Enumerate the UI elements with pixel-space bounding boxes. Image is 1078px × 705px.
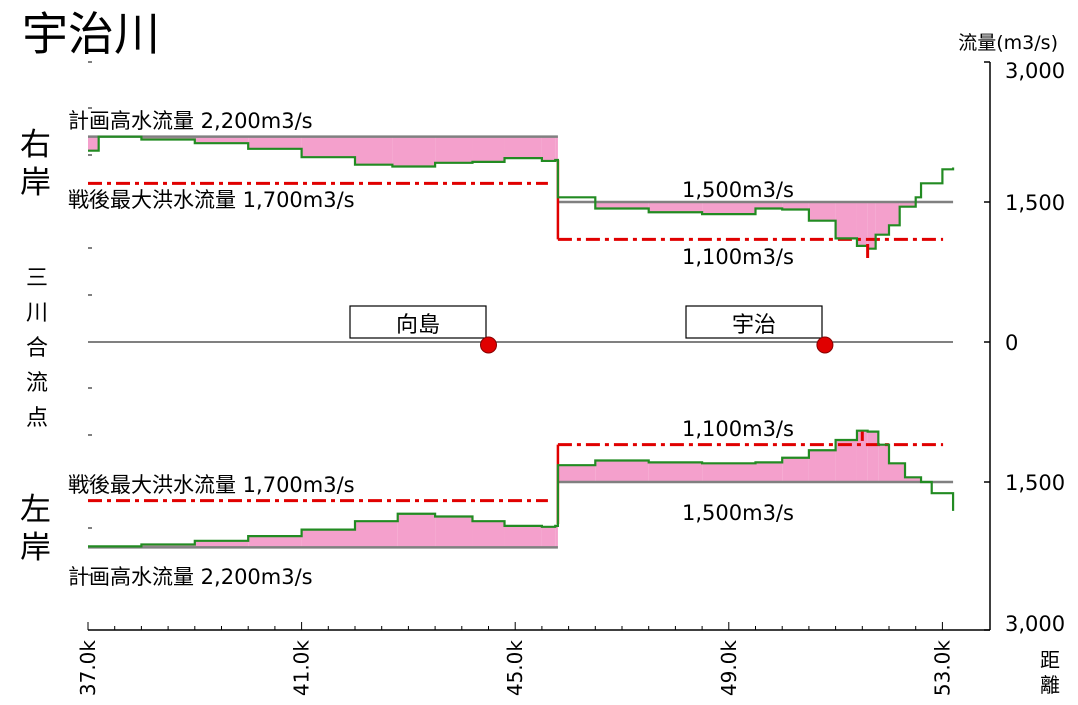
x-tick-label-0: 37.0k — [76, 640, 100, 697]
right-bank-deficit-7 — [392, 136, 436, 167]
station-label-0: 向島 — [396, 313, 440, 338]
right-max-label: 戦後最大洪水流量 1,700m3/s — [68, 188, 355, 212]
left-bank-deficit-1 — [141, 544, 195, 548]
right-plan-upper-label: 1,500m3/s — [682, 178, 794, 202]
left-bank-deficit-7 — [435, 516, 473, 548]
right-bank-deficit-6 — [355, 136, 393, 165]
right-bank-deficit-11 — [541, 136, 556, 161]
chart-title: 宇治川 — [22, 7, 160, 61]
confluence-char-4: 点 — [26, 406, 48, 431]
station-label-1: 宇治 — [732, 313, 776, 338]
left-bank-deficit-16 — [755, 462, 783, 482]
left-bank-deficit-8 — [472, 521, 505, 548]
left-bank-deficit-3 — [248, 536, 302, 548]
right-y-tick-label-0: 3,000 — [1005, 59, 1065, 83]
left-bank-deficit-4 — [301, 529, 355, 548]
right-bank-deficit-20 — [835, 202, 857, 239]
left-bank-label-2: 岸 — [20, 530, 51, 566]
confluence-char-1: 川 — [26, 301, 48, 326]
right-bank-deficit-10 — [504, 136, 542, 159]
x-axis-label-2: 離 — [1040, 673, 1060, 697]
left-plan-upper-label: 1,500m3/s — [682, 501, 794, 525]
right-bank-deficit-22 — [867, 202, 876, 249]
left-bank-deficit-20 — [856, 430, 868, 482]
right-bank-deficit-21 — [856, 202, 868, 246]
right-max-upper-label: 1,100m3/s — [682, 245, 794, 269]
left-bank-deficit-2 — [194, 540, 249, 548]
right-y-tick-label-1: 1,500 — [1005, 191, 1065, 215]
right-y-tick-label-4: 3,000 — [1005, 612, 1065, 636]
left-max-upper-label: 1,100m3/s — [682, 417, 794, 441]
left-max-label: 戦後最大洪水流量 1,700m3/s — [68, 473, 355, 497]
right-bank-deficit-25 — [899, 202, 916, 207]
x-tick-label-4: 53.0k — [930, 640, 954, 697]
left-bank-deficit-5 — [355, 521, 398, 548]
right-bank-deficit-8 — [435, 136, 473, 163]
right-bank-deficit-19 — [808, 202, 836, 221]
right-bank-label-1: 右 — [20, 127, 51, 163]
left-bank-deficit-19 — [835, 440, 857, 482]
right-bank-capacity-line — [88, 135, 955, 250]
left-bank-deficit-11 — [555, 525, 558, 548]
left-bank-deficit-13 — [595, 460, 649, 482]
left-bank-deficit-24 — [905, 477, 922, 482]
left-bank-deficit-21 — [867, 431, 879, 482]
left-bank-deficit-15 — [702, 463, 756, 482]
x-tick-label-1: 41.0k — [290, 640, 314, 697]
right-bank-deficit-24 — [889, 202, 900, 226]
station-marker-0 — [480, 336, 497, 354]
left-bank-deficit-6 — [397, 513, 436, 548]
confluence-char-0: 三 — [26, 266, 48, 291]
confluence-char-2: 合 — [26, 336, 48, 361]
left-bank-deficit-9 — [504, 525, 542, 548]
left-bank-deficit-12 — [557, 465, 596, 482]
x-axis-label-1: 距 — [1040, 648, 1060, 672]
right-bank-deficit-2 — [141, 136, 195, 140]
x-tick-label-3: 49.0k — [717, 640, 741, 697]
right-bank-deficit-18 — [782, 202, 809, 210]
left-bank-capacity-line — [88, 429, 955, 548]
right-bank-deficit-14 — [595, 202, 649, 209]
station-box-0 — [349, 305, 487, 339]
left-bank-deficit-22 — [878, 444, 889, 482]
station-marker-1 — [816, 336, 834, 354]
right-bank-deficit-16 — [702, 202, 756, 215]
right-bank-deficit-3 — [194, 136, 249, 144]
right-y-tick-label-3: 1,500 — [1005, 471, 1065, 495]
right-bank-deficit-17 — [755, 202, 783, 209]
left-bank-label-1: 左 — [20, 492, 51, 528]
right-y-tick-label-2: 0 — [1005, 331, 1018, 355]
right-bank-deficit-4 — [248, 136, 302, 149]
left-bank-deficit-10 — [541, 526, 556, 548]
right-bank-deficit-0 — [88, 136, 99, 151]
right-bank-deficit-15 — [648, 202, 703, 213]
right-plan-label: 計画高水流量 2,200m3/s — [68, 109, 313, 133]
x-tick-label-2: 45.0k — [503, 640, 527, 697]
left-bank-deficit-17 — [782, 457, 809, 482]
station-box-1 — [685, 305, 823, 339]
y-axis-unit: 流量(m3/s) — [958, 32, 1058, 54]
right-bank-deficit-12 — [555, 136, 558, 160]
confluence-char-3: 流 — [26, 371, 48, 396]
left-bank-deficit-23 — [889, 463, 906, 482]
right-bank-label-2: 岸 — [20, 165, 51, 201]
right-bank-deficit-9 — [472, 136, 505, 162]
left-plan-label: 計画高水流量 2,200m3/s — [68, 565, 313, 589]
left-bank-deficit-18 — [808, 450, 836, 482]
right-bank-deficit-5 — [301, 136, 355, 158]
left-bank-deficit-14 — [648, 462, 703, 482]
right-bank-deficit-23 — [875, 202, 889, 235]
